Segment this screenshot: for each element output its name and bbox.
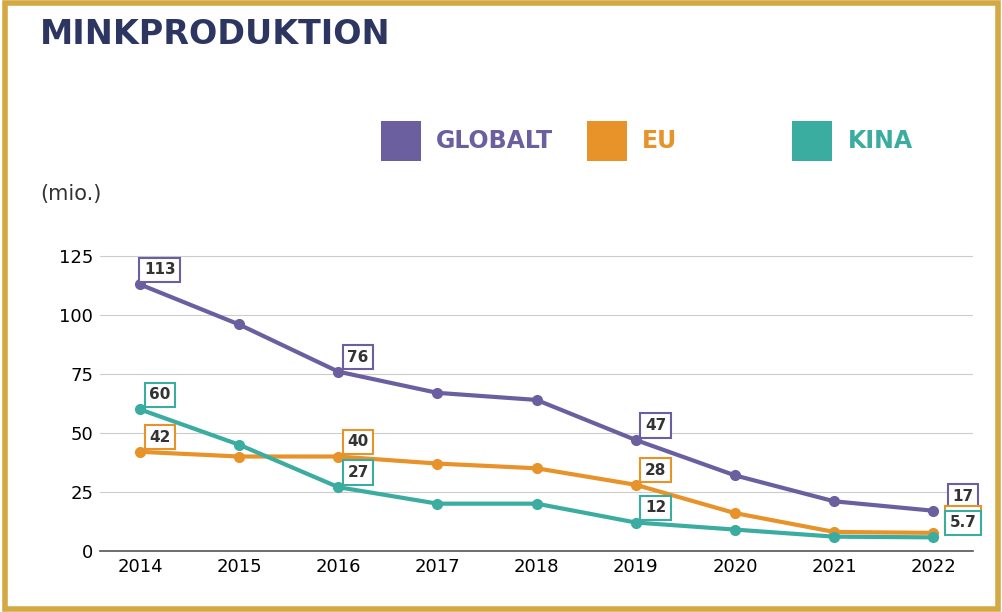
Text: 42: 42: [149, 430, 170, 445]
Text: (mio.): (mio.): [40, 184, 101, 204]
Text: 60: 60: [149, 387, 170, 402]
Text: MINKPRODUKTION: MINKPRODUKTION: [40, 18, 391, 51]
Text: 17: 17: [952, 488, 973, 504]
Text: 40: 40: [347, 435, 369, 449]
Text: 28: 28: [644, 463, 665, 478]
Text: 5.7: 5.7: [949, 515, 976, 530]
Text: 113: 113: [144, 263, 175, 277]
Text: 12: 12: [644, 501, 665, 515]
Text: 47: 47: [644, 418, 665, 433]
Text: GLOBALT: GLOBALT: [436, 129, 553, 153]
Text: 27: 27: [347, 465, 369, 480]
Text: 76: 76: [347, 349, 369, 365]
Text: 7.6: 7.6: [949, 511, 976, 526]
Text: KINA: KINA: [847, 129, 912, 153]
Text: EU: EU: [641, 129, 676, 153]
